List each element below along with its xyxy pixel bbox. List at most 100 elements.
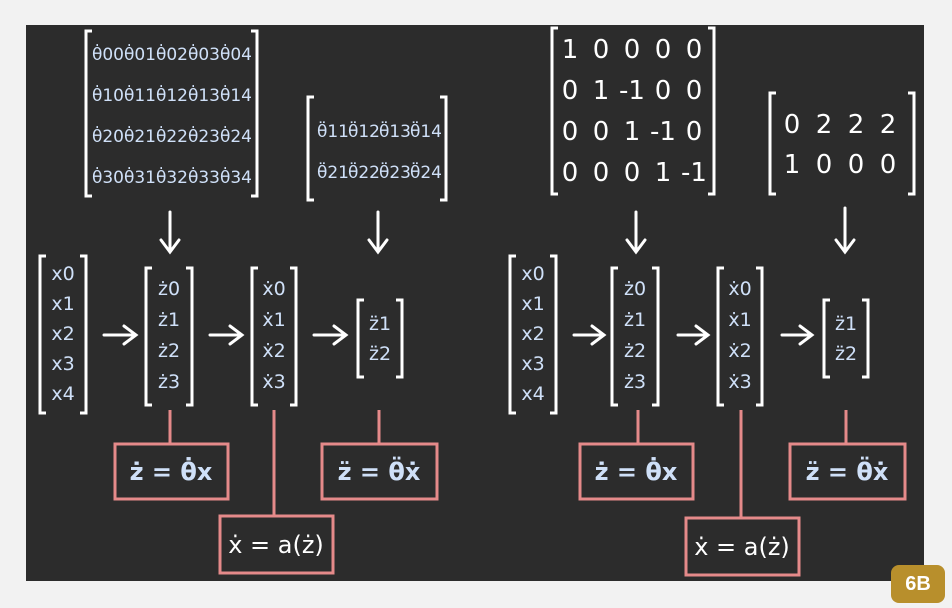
slide-number-badge: 6B [891,565,945,603]
down-arrow [159,210,181,255]
matrix-cell: 0 [784,110,801,140]
x-dot-vector-left-bracket [250,266,258,407]
left-bracket [84,29,92,198]
right-arrow [208,324,245,346]
equation-box-z-dot: ż = θ̇x [578,442,695,501]
matrix-cell: 0 [624,35,641,65]
matrix-cell: 0 [686,76,703,106]
matrix-cell: 0 [848,150,865,180]
right-arrow [312,324,349,346]
matrix-cell: θ̇14 [220,83,252,106]
vector-cell: ẋ3 [728,371,751,393]
matrix-cell: θ̇22 [156,124,188,147]
equation-z-ddot: z̈ = θ̈ẋ [338,456,421,486]
equation-x-dot: ẋ = a(ż) [694,533,790,561]
matrix-cell: 0 [816,150,833,180]
right-bracket [708,26,716,196]
matrix-cell: θ̇20 [92,124,124,147]
matrix-cell: -1 [619,76,645,106]
z-dot-vector-right-bracket [186,266,194,407]
matrix-cell: 0 [562,76,579,106]
equation-box-x-dot: ẋ = a(ż) [218,514,335,575]
matrix-cell: θ̇13 [188,83,220,106]
z-dot-vector-left-bracket [144,266,152,407]
equation-box-z-ddot: z̈ = θ̈ẋ [320,442,439,501]
vector-cell: x4 [51,383,74,405]
vector-cell: x2 [51,323,74,345]
equation-z-dot: ż = θ̇x [130,457,213,486]
matrix-cell: θ̈14 [410,120,442,142]
matrix-cell: 0 [686,35,703,65]
vector-cell: x4 [521,383,544,405]
equation-box-x-dot: ẋ = a(ż) [684,516,801,577]
matrix-cell: θ̇24 [220,124,252,147]
right-arrow [780,324,815,346]
vector-cell: ẋ1 [728,309,751,331]
matrix-cell: θ̇32 [156,165,188,188]
x-vector-right-bracket [80,254,88,415]
x-vector-left-bracket [508,254,516,415]
z-dot-vector-left-bracket [610,266,618,407]
vector-cell: z̈2 [835,343,857,365]
equation-z-dot: ż = θ̇x [595,457,678,486]
matrix-cell: θ̈22 [348,161,380,183]
vector-cell: ż2 [624,340,646,362]
vector-cell: ż0 [624,278,646,300]
x-vector-right-bracket [550,254,558,415]
matrix-cell: θ̇33 [188,165,220,188]
vector-cell: ż3 [624,371,646,393]
matrix-cell: θ̇04 [220,42,252,65]
matrix-cell: θ̇00 [92,42,124,65]
vector-cell: ẋ3 [262,371,285,393]
vector-cell: ż1 [158,309,180,331]
matrix-cell: θ̈11 [317,120,349,142]
chalkboard [26,25,924,581]
numeric-weight-matrix-a: 1 0 0 0 00 1 -1 0 00 0 1 -1 00 0 0 1 -1 [550,26,716,196]
matrix-cell: 0 [562,158,579,188]
vector-cell: x3 [51,353,74,375]
matrix-cell: θ̇30 [92,165,124,188]
matrix-cell: θ̇02 [156,42,188,65]
left-bracket [306,95,314,202]
matrix-cell: -1 [681,158,707,188]
equation-box-z-dot: ż = θ̇x [113,442,230,501]
theta-ddot-weight-matrix: θ̈11θ̈12θ̈13θ̈14 θ̈21θ̈22θ̈23θ̈24 [306,95,448,202]
matrix-cell: θ̈12 [348,120,380,142]
right-arrow [676,324,711,346]
matrix-cell: θ̇21 [124,124,156,147]
left-bracket [768,91,776,196]
vector-cell: ż0 [158,278,180,300]
vector-cell: ẋ0 [728,278,751,300]
right-arrow [572,324,607,346]
equation-x-dot: ẋ = a(ż) [228,531,324,559]
x-dot-vector-right-bracket [756,266,764,407]
x-dot-vector-right-bracket [290,266,298,407]
z-ddot-vector-right-bracket [862,298,870,379]
matrix-cell: θ̈24 [410,161,442,183]
down-arrow [625,210,647,255]
matrix-cell: 0 [593,158,610,188]
x-vector-left-bracket [38,254,46,415]
vector-cell: ẋ2 [728,340,751,362]
matrix-cell: 1 [655,158,672,188]
vector-cell: x0 [51,263,74,285]
matrix-cell: 0 [655,35,672,65]
matrix-cell: 0 [655,76,672,106]
vector-cell: x3 [521,353,544,375]
matrix-cell: 0 [624,158,641,188]
matrix-cell: θ̇23 [188,124,220,147]
matrix-cell: 2 [848,110,865,140]
right-arrow [102,324,139,346]
matrix-cell: θ̇10 [92,83,124,106]
vector-cell: x1 [521,293,544,315]
vector-cell: ẋ0 [262,278,285,300]
matrix-cell: 0 [562,117,579,147]
z-ddot-vector-right-bracket [396,298,404,379]
z-ddot-vector-left-bracket [356,298,364,379]
z-ddot-vector-left-bracket [822,298,830,379]
matrix-cell: θ̈13 [379,120,411,142]
matrix-cell: θ̇34 [220,165,252,188]
vector-cell: ż1 [624,309,646,331]
